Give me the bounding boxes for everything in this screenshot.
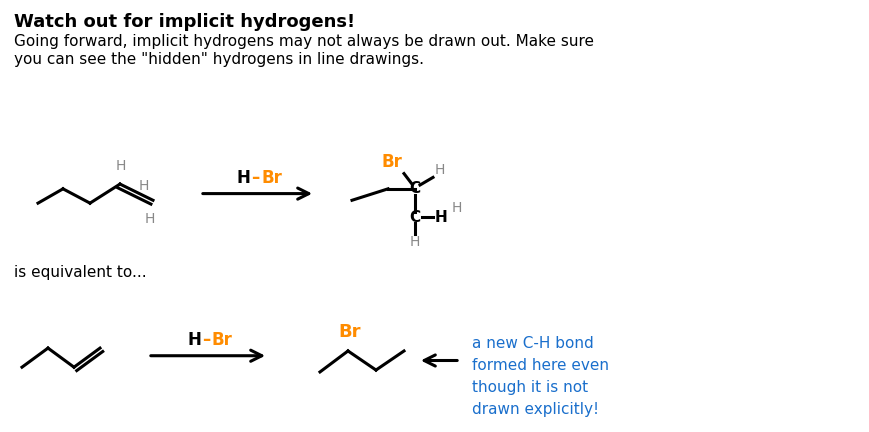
Text: H: H — [144, 213, 155, 226]
Text: Br: Br — [338, 323, 361, 341]
Text: H: H — [409, 235, 420, 249]
Text: –: – — [251, 169, 259, 187]
Text: Going forward, implicit hydrogens may not always be drawn out. Make sure: Going forward, implicit hydrogens may no… — [14, 34, 594, 49]
Text: H: H — [236, 169, 250, 187]
Text: H: H — [187, 331, 201, 349]
Text: Br: Br — [261, 169, 282, 187]
Text: a new C-H bond
formed here even
though it is not
drawn explicitly!: a new C-H bond formed here even though i… — [472, 336, 608, 417]
Text: H: H — [139, 179, 149, 193]
Text: –: – — [202, 331, 210, 349]
Text: C: C — [409, 210, 420, 225]
Text: you can see the "hidden" hydrogens in line drawings.: you can see the "hidden" hydrogens in li… — [14, 51, 423, 67]
Text: H: H — [451, 201, 461, 215]
Text: H: H — [434, 210, 447, 225]
Text: Br: Br — [211, 331, 232, 349]
Text: H: H — [434, 163, 445, 177]
Text: is equivalent to...: is equivalent to... — [14, 265, 147, 280]
Text: Br: Br — [381, 153, 402, 171]
Text: H: H — [116, 159, 126, 173]
Text: C: C — [409, 181, 420, 196]
Text: Watch out for implicit hydrogens!: Watch out for implicit hydrogens! — [14, 13, 355, 32]
